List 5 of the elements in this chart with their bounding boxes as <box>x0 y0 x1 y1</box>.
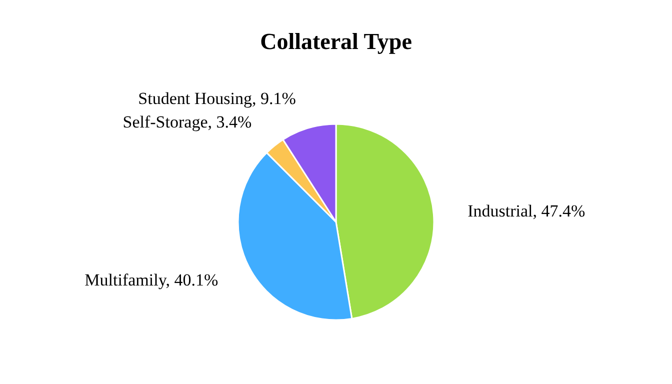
slice-label: Multifamily, 40.1% <box>84 270 218 290</box>
slice-label: Industrial, 47.4% <box>468 202 586 221</box>
slice-label: Self-Storage, 3.4% <box>122 112 252 132</box>
slice-label: Student Housing, 9.1% <box>138 89 296 108</box>
chart-title: Collateral Type <box>260 29 412 54</box>
